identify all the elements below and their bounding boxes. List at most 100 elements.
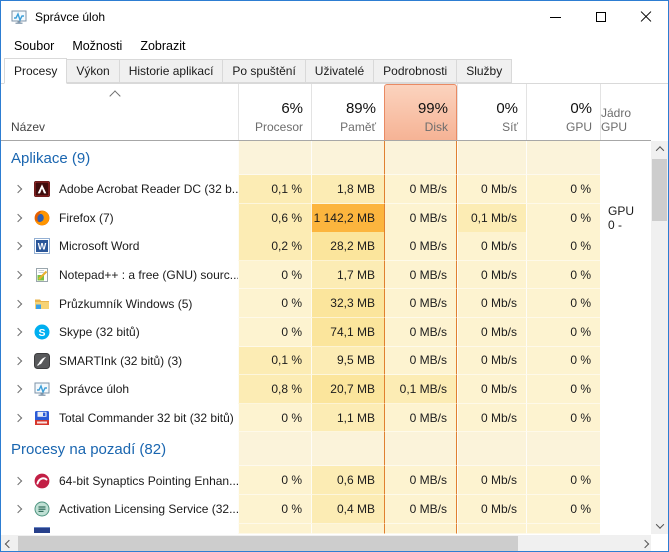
process-row[interactable]: Activation Licensing Service (32... 0 % 0,… <box>1 494 651 524</box>
cell-gpucore <box>600 317 651 347</box>
process-row[interactable]: Adobe Acrobat Reader DC (32 b... 0,1 % 1,8… <box>1 175 651 204</box>
partial-process-row[interactable] <box>1 523 651 534</box>
column-header-cpu[interactable]: 6% Procesor <box>238 84 311 140</box>
expand-chevron-icon[interactable] <box>13 356 23 366</box>
horizontal-scrollbar-thumb[interactable] <box>18 536 518 551</box>
expand-chevron-icon[interactable] <box>13 299 23 308</box>
process-name: Správce úloh <box>59 382 130 397</box>
gpu-total-percent: 0% <box>570 100 592 117</box>
process-row[interactable]: W Microsoft Word 0,2 % 28,2 MB 0 MB/s 0 Mb/s 0… <box>1 232 651 261</box>
cell-gpucore <box>600 466 651 495</box>
menu-bar: Soubor Možnosti Zobrazit <box>1 33 668 59</box>
process-row[interactable]: Správce úloh 0,8 % 20,7 MB 0,1 MB/s 0 Mb/s 0 … <box>1 375 651 404</box>
process-row[interactable]: Total Commander 32 bit (32 bitů) 0 % 1,1 M… <box>1 403 651 433</box>
cell-net: 0 Mb/s <box>457 466 526 495</box>
disk-column-label: Disk <box>424 120 448 134</box>
expand-chevron-icon[interactable] <box>13 504 23 514</box>
close-button[interactable] <box>623 1 668 33</box>
tab-uzivatele[interactable]: Uživatelé <box>304 59 375 83</box>
chevron-left-icon <box>4 539 14 548</box>
cell-mem <box>311 523 384 534</box>
cell-disk <box>384 432 457 467</box>
svg-text:S: S <box>38 327 45 339</box>
process-row[interactable]: Notepad++ : a free (GNU) sourc... 0 % 1,7 … <box>1 260 651 290</box>
expand-chevron-icon[interactable] <box>13 242 23 251</box>
cell-cpu: 0 % <box>238 289 311 318</box>
cell-cpu <box>238 432 311 467</box>
cell-net: 0 Mb/s <box>457 317 526 347</box>
scroll-up-button[interactable] <box>651 141 668 157</box>
cell-gpucore <box>600 432 651 467</box>
expand-chevron-icon[interactable] <box>13 413 23 423</box>
cell-cpu: 0,8 % <box>238 375 311 404</box>
process-name-cell: Adobe Acrobat Reader DC (32 b... <box>1 175 238 204</box>
menu-item-moznosti[interactable]: Možnosti <box>72 39 123 53</box>
process-name: Microsoft Word <box>59 239 140 254</box>
cell-net <box>457 141 526 175</box>
process-row[interactable]: Průzkumník Windows (5) 0 % 32,3 MB 0 MB/s 0 … <box>1 289 651 318</box>
group-header-row[interactable]: Aplikace (9) <box>1 141 651 175</box>
tab-procesy[interactable]: Procesy <box>4 58 68 84</box>
group-name-cell: Aplikace (9) <box>1 141 238 175</box>
cpu-total-percent: 6% <box>281 100 303 117</box>
cell-gpu: 0 % <box>526 317 600 347</box>
process-row[interactable]: SMARTInk (32 bitů) (3) 0,1 % 9,5 MB 0 MB/s 0… <box>1 346 651 376</box>
menu-item-soubor[interactable]: Soubor <box>14 39 55 53</box>
column-header-mem[interactable]: 89% Paměť <box>311 84 384 140</box>
cell-gpucore: GPU 0 - <box>600 203 651 233</box>
column-header-net[interactable]: 0% Síť <box>457 84 526 140</box>
expand-chevron-icon[interactable] <box>13 385 23 394</box>
scroll-left-button[interactable] <box>1 535 17 551</box>
column-header-gpu[interactable]: 0% GPU <box>526 84 600 140</box>
title-bar[interactable]: Správce úloh <box>1 1 668 33</box>
scroll-down-button[interactable] <box>651 518 668 534</box>
gpu-column-label: GPU <box>565 120 592 134</box>
cell-disk <box>384 523 457 534</box>
process-name-cell: Průzkumník Windows (5) <box>1 289 238 318</box>
process-name: Průzkumník Windows (5) <box>59 296 193 311</box>
process-row[interactable]: S Skype (32 bitů) 0 % 74,1 MB 0 MB/s 0 Mb/s 0 … <box>1 317 651 347</box>
column-header-gpucore[interactable]: Jádro GPU <box>600 84 651 140</box>
expand-chevron-icon[interactable] <box>13 213 23 223</box>
cell-disk: 0 MB/s <box>384 317 457 347</box>
cell-gpu: 0 % <box>526 403 600 433</box>
chevron-right-icon <box>640 539 650 548</box>
horizontal-scrollbar[interactable] <box>1 535 653 551</box>
tab-podrobnosti[interactable]: Podrobnosti <box>373 59 458 83</box>
cell-gpu: 0 % <box>526 346 600 376</box>
process-name-cell: 64-bit Synaptics Pointing Enhan... <box>1 466 238 495</box>
maximize-button[interactable] <box>578 1 623 33</box>
process-row[interactable]: 64-bit Synaptics Pointing Enhan... 0 % 0,6… <box>1 466 651 495</box>
expand-chevron-icon[interactable] <box>13 270 23 280</box>
expand-chevron-icon[interactable] <box>13 185 23 194</box>
expand-chevron-icon[interactable] <box>13 476 23 485</box>
minimize-button[interactable] <box>533 1 578 33</box>
tab-historie-aplikaci[interactable]: Historie aplikací <box>118 59 224 83</box>
cell-mem: 0,6 MB <box>311 466 384 495</box>
cell-net: 0 Mb/s <box>457 175 526 204</box>
cell-cpu: 0,1 % <box>238 346 311 376</box>
maximize-icon <box>595 12 606 22</box>
cell-mem: 1,7 MB <box>311 260 384 290</box>
expand-chevron-icon[interactable] <box>13 328 23 337</box>
cell-disk: 0 MB/s <box>384 232 457 261</box>
process-list: Aplikace (9) Adobe Acrobat Reader DC (32 … <box>1 141 651 534</box>
vertical-scrollbar-thumb[interactable] <box>652 159 667 221</box>
cell-gpucore <box>600 375 651 404</box>
column-header-disk[interactable]: 99% Disk <box>384 84 457 140</box>
cell-cpu: 0,6 % <box>238 203 311 233</box>
column-header-name[interactable]: Název <box>1 84 238 140</box>
menu-item-zobrazit[interactable]: Zobrazit <box>140 39 186 53</box>
cell-disk: 0 MB/s <box>384 466 457 495</box>
sort-ascending-icon <box>109 90 121 102</box>
tab-po-spusteni[interactable]: Po spuštění <box>222 59 306 83</box>
vertical-scrollbar[interactable] <box>651 141 668 534</box>
cell-net: 0 Mb/s <box>457 232 526 261</box>
tab-vykon[interactable]: Výkon <box>66 59 120 83</box>
firefox-icon <box>34 210 50 226</box>
tab-sluzby[interactable]: Služby <box>456 59 513 83</box>
group-header-row[interactable]: Procesy na pozadí (82) <box>1 432 651 467</box>
process-name-cell: Firefox (7) <box>1 204 238 233</box>
cell-cpu: 0 % <box>238 317 311 347</box>
process-row[interactable]: Firefox (7) 0,6 % 1 142,2 MB 0 MB/s 0,1 Mb/s… <box>1 203 651 233</box>
